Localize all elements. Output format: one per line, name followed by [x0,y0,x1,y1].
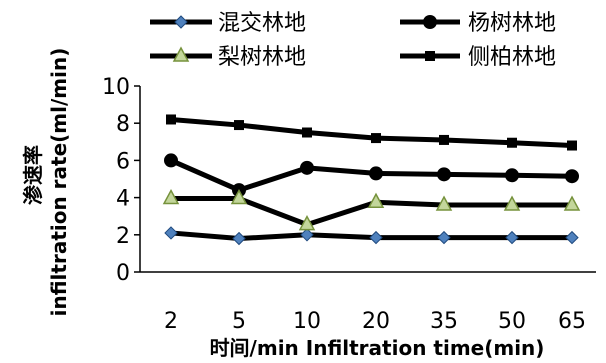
data-point-s4-4 [371,133,381,144]
legend-item-poplar-forest: 杨树林地 [400,11,556,36]
axes [139,86,596,273]
data-point-s1-1 [164,226,178,240]
x-tick-label: 10 [293,309,321,334]
legend-item-mixed-forest: 混交林地 [150,11,306,36]
y-tick-label: 6 [116,149,130,174]
x-tick-label: 35 [430,309,458,334]
legend: 混交林地 杨树林地 梨树林地 侧柏林地 [150,11,556,70]
data-point-s2-3 [300,160,314,175]
legend-label-pear-forest: 梨树林地 [218,45,306,70]
legend-item-pear-forest: 梨树林地 [150,45,306,70]
data-point-s2-4 [369,166,383,181]
y-axis-title-chinese: 渗速率 [21,145,45,205]
x-axis-title: 时间/min Infiltration time(min) [210,336,545,360]
y-ticks: 0 2 4 6 8 10 [102,75,140,286]
x-tick-label: 2 [164,309,178,334]
data-point-s2-7 [565,169,579,184]
x-tick-label: 5 [232,309,246,334]
legend-marker-square [425,51,435,61]
data-point-s1-2 [232,231,246,246]
x-tick-label: 50 [498,309,526,334]
y-tick-label: 2 [116,224,130,249]
x-ticks: 2 5 10 20 35 50 65 [164,309,586,334]
y-axis-title-english: infiltration rate(ml/min) [47,48,71,317]
data-point-s1-3 [300,228,314,242]
data-point-s1-6 [505,230,519,245]
data-point-s1-5 [437,230,451,245]
data-point-s2-6 [505,168,519,183]
x-tick-label: 20 [362,309,390,334]
y-tick-label: 4 [116,187,130,212]
data-point-s1-4 [369,230,383,245]
data-point-s3-6 [503,195,521,211]
y-tick-label: 0 [116,261,130,286]
legend-label-poplar-forest: 杨树林地 [468,11,556,36]
data-point-s4-7 [567,140,577,151]
y-tick-label: 10 [102,75,130,100]
data-point-s4-3 [302,127,312,138]
data-point-s3-1 [162,188,180,205]
data-point-s4-2 [234,120,244,131]
legend-marker-diamond [174,15,188,29]
data-point-s3-2 [230,188,248,205]
data-point-s4-6 [507,137,517,148]
legend-marker-triangle [172,46,190,62]
data-point-s1-7 [565,230,579,245]
data-point-s3-4 [367,192,385,208]
legend-marker-circle [423,15,437,29]
data-point-s4-5 [439,134,449,145]
plot-markers [162,114,581,246]
data-point-s3-3 [298,214,316,231]
legend-label-mixed-forest: 混交林地 [218,11,306,36]
data-point-s4-1 [166,114,176,125]
data-point-s2-5 [437,167,451,182]
legend-item-arborvitae-forest: 侧柏林地 [400,45,556,70]
y-tick-label: 8 [116,112,130,137]
data-point-s2-1 [164,153,178,168]
data-point-s3-5 [435,195,453,211]
legend-label-arborvitae-forest: 侧柏林地 [468,45,556,70]
x-tick-label: 65 [558,309,586,334]
data-point-s3-7 [563,195,581,211]
